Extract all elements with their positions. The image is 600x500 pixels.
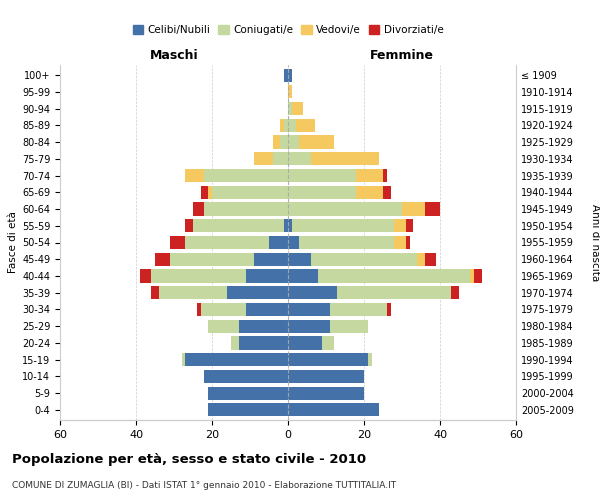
Bar (292, 219, 394, 232)
Bar (284, 219, 288, 232)
Bar (140, 270, 151, 282)
Bar (288, 68, 292, 82)
Bar (288, 336, 322, 349)
Bar (383, 186, 391, 199)
Bar (311, 252, 417, 266)
Bar (212, 186, 288, 199)
Bar (151, 286, 159, 300)
Text: Popolazione per età, sesso e stato civile - 2010: Popolazione per età, sesso e stato civil… (12, 452, 366, 466)
Bar (417, 252, 425, 266)
Bar (288, 353, 368, 366)
Bar (273, 136, 280, 148)
Bar (288, 320, 330, 333)
Bar (311, 152, 379, 166)
Bar (451, 286, 459, 300)
Bar (185, 353, 288, 366)
Bar (246, 270, 288, 282)
Bar (299, 136, 334, 148)
Bar (368, 353, 371, 366)
Bar (269, 236, 288, 249)
Bar (330, 320, 368, 333)
Bar (337, 286, 451, 300)
Bar (280, 119, 284, 132)
Bar (239, 336, 288, 349)
Bar (170, 252, 254, 266)
Bar (288, 102, 292, 115)
Bar (185, 219, 193, 232)
Bar (288, 270, 319, 282)
Bar (205, 169, 288, 182)
Bar (288, 236, 299, 249)
Bar (273, 152, 288, 166)
Bar (159, 286, 227, 300)
Bar (205, 370, 288, 383)
Bar (296, 119, 314, 132)
Bar (288, 252, 311, 266)
Bar (330, 303, 387, 316)
Bar (288, 286, 337, 300)
Bar (406, 236, 410, 249)
Bar (208, 386, 288, 400)
Bar (474, 270, 482, 282)
Y-axis label: Anni di nascita: Anni di nascita (590, 204, 600, 281)
Bar (231, 336, 239, 349)
Bar (280, 136, 288, 148)
Bar (246, 303, 288, 316)
Bar (193, 219, 284, 232)
Bar (182, 353, 185, 366)
Bar (356, 186, 383, 199)
Bar (394, 219, 406, 232)
Bar (227, 286, 288, 300)
Text: Maschi: Maschi (149, 50, 199, 62)
Bar (254, 152, 273, 166)
Bar (288, 404, 379, 416)
Bar (425, 202, 440, 215)
Bar (356, 169, 383, 182)
Bar (288, 119, 296, 132)
Bar (288, 386, 364, 400)
Bar (394, 236, 406, 249)
Bar (288, 186, 356, 199)
Bar (284, 119, 288, 132)
Bar (319, 270, 470, 282)
Bar (170, 236, 185, 249)
Bar (155, 252, 170, 266)
Y-axis label: Fasce di età: Fasce di età (8, 212, 18, 274)
Text: Femmine: Femmine (370, 50, 434, 62)
Legend: Celibi/Nubili, Coniugati/e, Vedovi/e, Divorziati/e: Celibi/Nubili, Coniugati/e, Vedovi/e, Di… (128, 20, 448, 39)
Bar (205, 202, 288, 215)
Bar (197, 303, 200, 316)
Bar (402, 202, 425, 215)
Bar (299, 236, 394, 249)
Bar (208, 186, 212, 199)
Bar (425, 252, 436, 266)
Bar (406, 219, 413, 232)
Bar (288, 169, 356, 182)
Bar (470, 270, 474, 282)
Bar (292, 102, 303, 115)
Bar (208, 320, 239, 333)
Bar (208, 404, 288, 416)
Bar (193, 202, 205, 215)
Bar (200, 186, 208, 199)
Bar (284, 68, 288, 82)
Bar (288, 86, 292, 98)
Bar (387, 303, 391, 316)
Bar (288, 152, 311, 166)
Bar (383, 169, 387, 182)
Bar (185, 169, 205, 182)
Bar (288, 370, 364, 383)
Bar (254, 252, 288, 266)
Bar (185, 236, 269, 249)
Bar (288, 136, 299, 148)
Bar (151, 270, 246, 282)
Text: COMUNE DI ZUMAGLIA (BI) - Dati ISTAT 1° gennaio 2010 - Elaborazione TUTTITALIA.I: COMUNE DI ZUMAGLIA (BI) - Dati ISTAT 1° … (12, 481, 396, 490)
Bar (288, 303, 330, 316)
Bar (200, 303, 246, 316)
Bar (239, 320, 288, 333)
Bar (288, 202, 402, 215)
Bar (288, 219, 292, 232)
Bar (322, 336, 334, 349)
